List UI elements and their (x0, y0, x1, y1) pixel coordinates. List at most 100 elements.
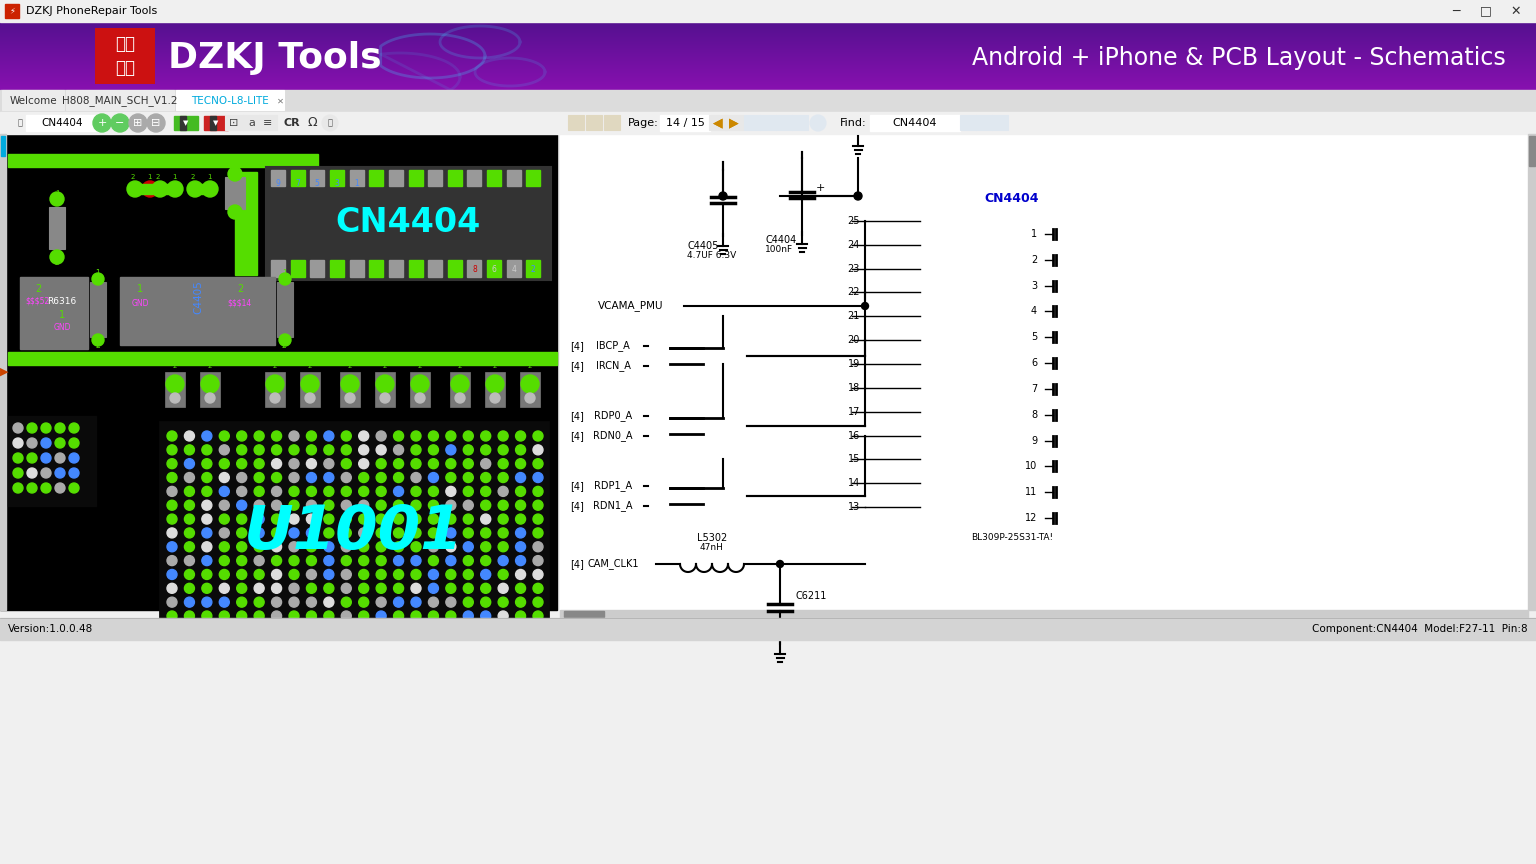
Circle shape (237, 569, 247, 580)
Circle shape (220, 583, 229, 594)
Circle shape (464, 528, 473, 538)
Bar (0, 54, 1536, 55)
Text: CN4404: CN4404 (892, 118, 937, 128)
Circle shape (464, 569, 473, 580)
Bar (0, 64, 1536, 65)
Circle shape (253, 473, 264, 482)
Bar (0, 39, 1536, 40)
Bar (270, 170, 286, 186)
Bar (339, 372, 359, 407)
Text: +: + (97, 118, 106, 128)
Bar (0, 90, 1536, 112)
Circle shape (289, 473, 300, 482)
Text: CN4404: CN4404 (335, 206, 481, 239)
Bar (660, 115, 710, 131)
Text: 14 / 15: 14 / 15 (665, 118, 705, 128)
Bar (8, 352, 558, 365)
Circle shape (324, 569, 333, 580)
Bar (0, 59, 1536, 60)
Text: 2: 2 (458, 363, 462, 369)
Circle shape (167, 445, 177, 454)
Circle shape (516, 556, 525, 566)
Circle shape (167, 542, 177, 552)
Bar (350, 170, 364, 186)
Bar (0, 48, 1536, 49)
Circle shape (201, 459, 212, 468)
Bar (760, 152, 845, 257)
Bar (164, 372, 184, 407)
Circle shape (184, 528, 195, 538)
Text: 6: 6 (492, 265, 496, 275)
Bar (0, 66, 1536, 67)
Circle shape (498, 583, 508, 594)
Circle shape (289, 556, 300, 566)
Circle shape (41, 468, 51, 478)
Bar (0, 85, 1536, 86)
Bar (0, 55, 1536, 56)
Text: GND: GND (131, 298, 149, 308)
Bar (0, 50, 1536, 51)
Circle shape (55, 468, 65, 478)
Circle shape (359, 445, 369, 454)
Circle shape (324, 542, 333, 552)
Circle shape (167, 583, 177, 594)
Circle shape (201, 542, 212, 552)
Circle shape (289, 445, 300, 454)
Bar (920, 209, 1044, 519)
Text: 33pF: 33pF (796, 619, 820, 629)
Bar (0, 61, 1536, 62)
Circle shape (51, 192, 65, 206)
Circle shape (167, 473, 177, 482)
Circle shape (220, 597, 229, 607)
Circle shape (253, 597, 264, 607)
Circle shape (412, 445, 421, 454)
Circle shape (28, 468, 37, 478)
Circle shape (69, 423, 78, 433)
Circle shape (167, 500, 177, 511)
Circle shape (376, 569, 386, 580)
Bar (582, 408, 644, 424)
Text: 7: 7 (1031, 384, 1037, 394)
Circle shape (324, 597, 333, 607)
Circle shape (376, 514, 386, 524)
Circle shape (167, 486, 177, 497)
Circle shape (359, 431, 369, 441)
Circle shape (516, 528, 525, 538)
Bar (568, 115, 584, 130)
Text: 2: 2 (35, 284, 41, 294)
Circle shape (111, 114, 129, 132)
Bar (582, 338, 644, 354)
Bar (0, 68, 1536, 69)
Circle shape (129, 114, 147, 132)
Text: ⊞: ⊞ (134, 118, 143, 128)
Bar (0, 89, 1536, 90)
Circle shape (55, 438, 65, 448)
Circle shape (289, 486, 300, 497)
Text: 15: 15 (848, 454, 860, 464)
Circle shape (272, 528, 281, 538)
Circle shape (521, 375, 539, 393)
Text: 1: 1 (172, 174, 177, 180)
Circle shape (69, 483, 78, 493)
Circle shape (359, 542, 369, 552)
Bar (369, 260, 382, 277)
Circle shape (253, 583, 264, 594)
Bar (0, 87, 1536, 88)
Circle shape (201, 375, 220, 393)
Bar (0, 77, 1536, 78)
Circle shape (359, 611, 369, 621)
Circle shape (306, 514, 316, 524)
Text: 2: 2 (174, 363, 177, 369)
Circle shape (227, 167, 243, 181)
Circle shape (393, 431, 404, 441)
Text: Version:1.0.0.48: Version:1.0.0.48 (8, 624, 94, 634)
Bar (429, 170, 442, 186)
Circle shape (359, 514, 369, 524)
Bar (0, 45, 1536, 46)
Circle shape (289, 500, 300, 511)
Circle shape (141, 181, 158, 197)
Circle shape (481, 486, 490, 497)
Bar (2, 90, 65, 110)
Circle shape (341, 431, 352, 441)
Circle shape (341, 528, 352, 538)
